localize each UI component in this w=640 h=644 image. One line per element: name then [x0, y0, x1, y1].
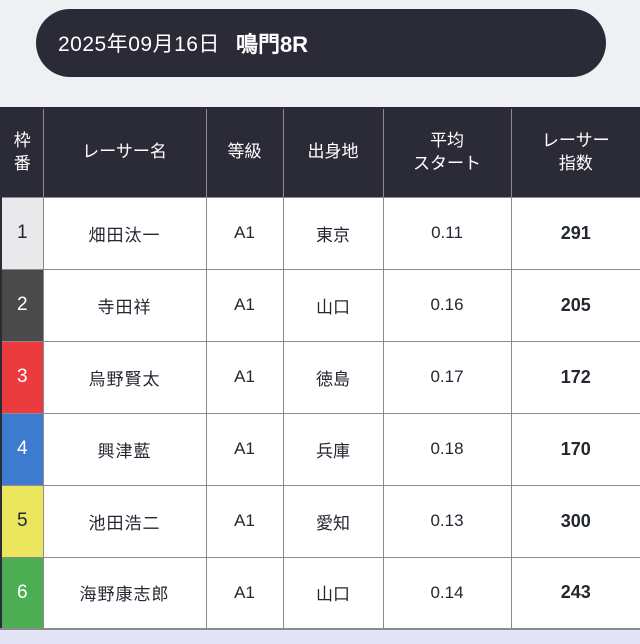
racer-index-cell: 172 — [510, 340, 640, 414]
racer-index-cell: 291 — [510, 196, 640, 270]
avg-start-cell: 0.18 — [382, 412, 512, 486]
race-name: 鳴門8R — [235, 32, 309, 57]
grade-cell: A1 — [205, 484, 284, 558]
header-avg-start: 平均 スタート — [382, 107, 512, 198]
table-row: 2 寺田祥 A1 山口 0.16 205 — [0, 268, 640, 342]
birthplace-cell: 愛知 — [282, 484, 384, 558]
racer-name-cell: 烏野賢太 — [42, 340, 207, 414]
table-row: 1 畑田汰一 A1 東京 0.11 291 — [0, 196, 640, 270]
avg-start-cell: 0.11 — [382, 196, 512, 270]
birthplace-cell: 東京 — [282, 196, 384, 270]
table-row: 4 興津藍 A1 兵庫 0.18 170 — [0, 412, 640, 486]
racer-table: 枠 番 レーサー名 等級 出身地 平均 スタート レーサー 指数 1 — [0, 107, 640, 630]
racer-name-cell: 興津藍 — [42, 412, 207, 486]
grade-cell: A1 — [205, 412, 284, 486]
avg-start-cell: 0.16 — [382, 268, 512, 342]
frame-number-cell: 5 — [0, 484, 44, 558]
racer-name-cell: 寺田祥 — [42, 268, 207, 342]
race-title-banner: 2025年09月16日 鳴門8R — [36, 9, 606, 77]
header-frame-number: 枠 番 — [0, 107, 44, 198]
birthplace-cell: 山口 — [282, 556, 384, 630]
header-grade: 等級 — [205, 107, 284, 198]
racer-name-cell: 畑田汰一 — [42, 196, 207, 270]
table-header-row: 枠 番 レーサー名 等級 出身地 平均 スタート レーサー 指数 — [0, 107, 640, 198]
frame-number-cell: 2 — [0, 268, 44, 342]
racer-index-cell: 170 — [510, 412, 640, 486]
racer-name-cell: 池田浩二 — [42, 484, 207, 558]
table-row: 6 海野康志郎 A1 山口 0.14 243 — [0, 556, 640, 630]
table-row: 3 烏野賢太 A1 徳島 0.17 172 — [0, 340, 640, 414]
header-racer-name: レーサー名 — [42, 107, 207, 198]
birthplace-cell: 兵庫 — [282, 412, 384, 486]
table-row: 5 池田浩二 A1 愛知 0.13 300 — [0, 484, 640, 558]
birthplace-cell: 山口 — [282, 268, 384, 342]
racer-index-cell: 205 — [510, 268, 640, 342]
grade-cell: A1 — [205, 268, 284, 342]
racer-name-cell: 海野康志郎 — [42, 556, 207, 630]
grade-cell: A1 — [205, 340, 284, 414]
birthplace-cell: 徳島 — [282, 340, 384, 414]
frame-number-cell: 6 — [0, 556, 44, 630]
avg-start-cell: 0.17 — [382, 340, 512, 414]
header-racer-index: レーサー 指数 — [510, 107, 640, 198]
header-birthplace: 出身地 — [282, 107, 384, 198]
grade-cell: A1 — [205, 196, 284, 270]
grade-cell: A1 — [205, 556, 284, 630]
page-header-section: 2025年09月16日 鳴門8R — [0, 0, 640, 107]
frame-number-cell: 1 — [0, 196, 44, 270]
racer-index-cell: 243 — [510, 556, 640, 630]
frame-number-cell: 3 — [0, 340, 44, 414]
avg-start-cell: 0.14 — [382, 556, 512, 630]
race-date: 2025年09月16日 — [58, 33, 220, 56]
frame-number-cell: 4 — [0, 412, 44, 486]
avg-start-cell: 0.13 — [382, 484, 512, 558]
racer-index-cell: 300 — [510, 484, 640, 558]
